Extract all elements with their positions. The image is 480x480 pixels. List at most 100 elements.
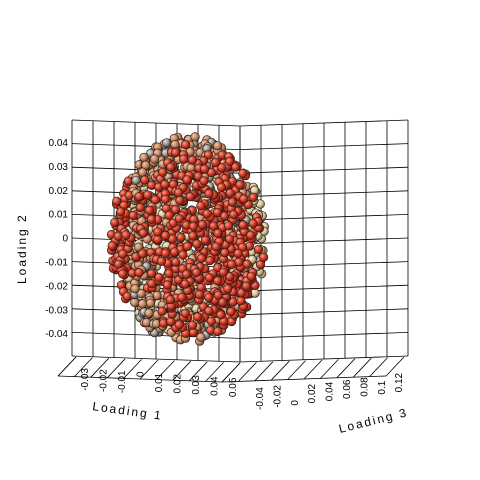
floor-line-x [106,358,126,379]
z-tick-label: 0.12 [394,372,405,392]
scatter-point [259,252,269,262]
scatter-point [180,308,190,318]
scatter-point [190,132,200,142]
scatter-point [165,295,175,305]
scatter-point [107,241,117,251]
right-wall-hline [239,143,409,150]
scatter-point [113,231,123,241]
scatter-point [210,157,221,167]
floor-line-z [270,360,290,381]
y-tick-label: 0.01 [49,210,69,221]
scatter-point [138,228,148,238]
scatter-point [166,162,176,172]
z-tick-label: -0.04 [255,387,266,410]
x-tick-label: 0 [136,371,147,377]
scatter-point [116,207,126,217]
scatter-point [164,210,174,220]
right-wall-hline [239,284,409,292]
scatter-point [204,273,214,283]
floor-line-x [221,362,241,383]
scatter-point [192,239,202,249]
right-wall-hline [239,190,409,198]
right-wall-hline [239,166,409,174]
floor-line-x [188,361,208,382]
scatter-point [170,205,181,215]
scatter-point [153,227,163,237]
scatter-point [181,269,192,279]
scatter-point [160,248,171,258]
scatter-point [121,230,131,240]
x-tick-label: 0.04 [210,376,221,396]
scatter-point [170,247,180,257]
scatter-point [220,248,230,258]
floor-line-z [254,361,274,382]
right-wall-hline [239,355,409,363]
y-tick-label: -0.03 [45,305,68,316]
scatter-point [235,180,245,190]
y-tick-label: 0.03 [49,162,69,173]
scatter-point [166,317,176,327]
scatter-point [238,220,248,230]
floor-line-z [352,357,372,378]
y-tick-label: -0.02 [45,281,68,292]
scatter-point [225,272,235,282]
scatter-point [248,219,258,229]
y-tick-label: 0.02 [49,186,69,197]
scatter-point [138,167,148,177]
right-wall-hline [239,261,409,268]
z-tick-label: 0.04 [325,381,336,401]
scatter-point [199,176,209,186]
scatter-point [253,244,264,254]
scatter-point [117,269,128,279]
scatter-point [213,141,223,151]
scatter-point [227,259,237,270]
right-wall [239,119,409,363]
scatter-point [197,253,207,263]
floor-line-z [287,360,306,380]
scatter-point [174,188,184,198]
scatter-point [162,138,172,148]
floor-line-z [238,362,257,382]
x-tick-label: 0.01 [154,372,165,392]
grid-floor-plane [57,356,405,383]
scatter-point [113,259,123,269]
scatter-point [130,297,140,308]
scatter-point [147,279,157,289]
scatter-point [175,195,185,205]
scatter-point [131,175,141,185]
scatter-point [181,140,191,150]
scatter-point [241,281,251,291]
scatter-point [130,284,140,294]
x-axis-ticks: -0.03 -0.02 -0.01 0 0.01 0.02 0.03 0.04 0.05 [80,368,239,398]
scatter-point [191,267,201,278]
scatter-point [157,306,167,316]
scatter-point [239,194,249,204]
z-tick-label: 0.06 [342,379,353,399]
x-tick-label: -0.02 [99,369,110,392]
z-tick-label: 0.02 [307,383,318,403]
scatter-point [202,209,212,219]
scatter-point [231,162,241,172]
scatter-point [182,241,193,251]
right-wall-hline [239,308,409,316]
scatter-point [118,249,128,259]
y-tick-label: -0.04 [45,329,68,340]
scatter-point [174,320,184,330]
floor-line-z [336,358,356,379]
scatter-point [135,203,145,213]
scatter-point [200,164,210,174]
z-tick-label: 0.08 [359,377,370,397]
floor-line-x [90,357,110,378]
left-wall-hline [71,355,241,363]
scatter-point [158,167,168,177]
floor-line-x [172,360,192,381]
scatter-point [176,232,186,242]
scatter-point [248,192,258,202]
z-tick-label: -0.02 [272,385,283,408]
scatter-point [204,292,214,303]
floor-line-x [74,357,93,377]
scatter-point [200,235,210,245]
z-tick-label: 0 [290,400,301,406]
scatter-point [246,271,256,281]
